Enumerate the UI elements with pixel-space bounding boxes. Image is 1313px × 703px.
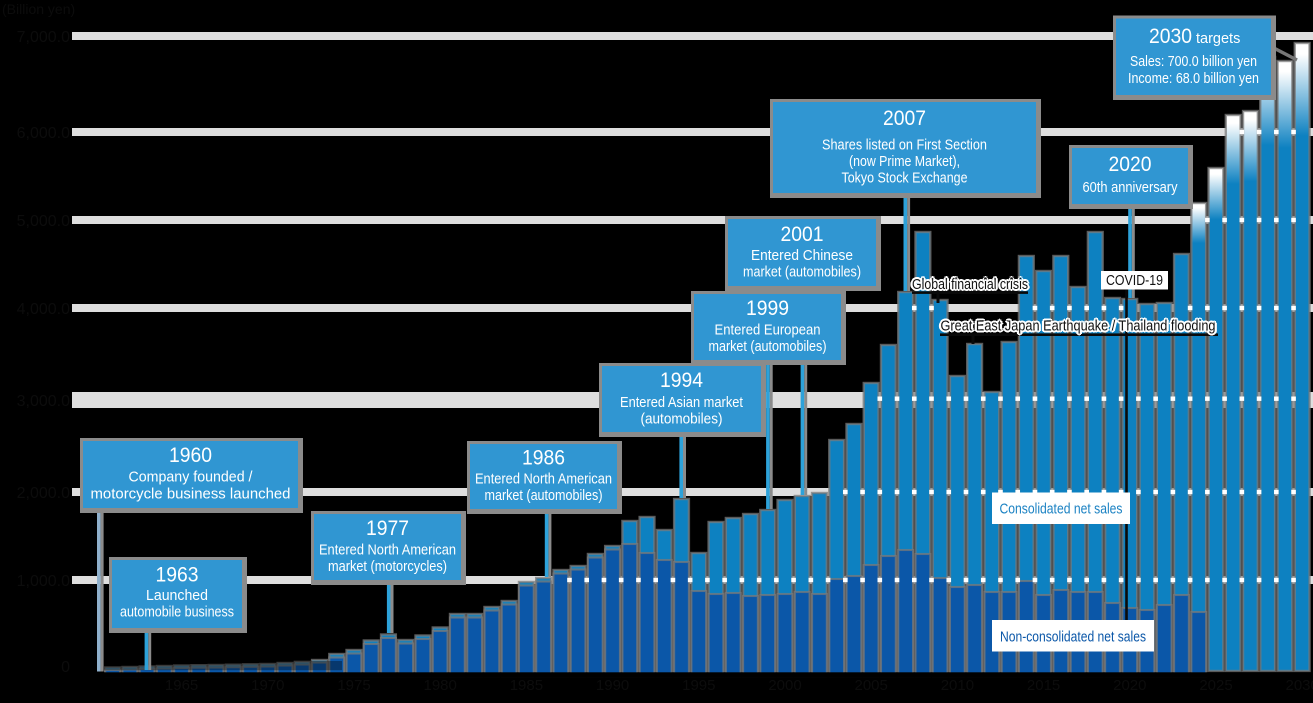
svg-text:Global financial crisis: Global financial crisis (911, 278, 1027, 294)
svg-text:1970: 1970 (251, 677, 284, 694)
svg-text:2025: 2025 (1199, 677, 1232, 694)
svg-text:Global financial crisis: Global financial crisis (914, 278, 1030, 294)
svg-text:Great East Japan Earthquake /: Great East Japan Earthquake / Thailand f… (941, 319, 1216, 335)
svg-text:Sales: 700.0 billion yen: Sales: 700.0 billion yen (1130, 54, 1257, 70)
svg-text:Income: 68.0 billion yen: Income: 68.0 billion yen (1128, 71, 1259, 87)
svg-text:market (automobiles): market (automobiles) (743, 265, 861, 281)
svg-text:Great East Japan Earthquake /: Great East Japan Earthquake / Thailand f… (942, 317, 1217, 333)
svg-text:1965: 1965 (165, 677, 198, 694)
svg-text:2007: 2007 (883, 107, 926, 130)
svg-text:Global financial crisis: Global financial crisis (912, 275, 1028, 291)
svg-text:market (motorcycles): market (motorcycles) (328, 559, 447, 575)
svg-text:Launched: Launched (146, 588, 208, 604)
svg-text:Tokyo Stock Exchange: Tokyo Stock Exchange (842, 171, 968, 187)
svg-text:market (automobiles): market (automobiles) (709, 339, 827, 355)
svg-text:Great East Japan Earthquake /: Great East Japan Earthquake / Thailand f… (941, 321, 1216, 337)
svg-text:1995: 1995 (682, 677, 715, 694)
svg-text:1999: 1999 (746, 297, 789, 320)
svg-text:1,000.0: 1,000.0 (17, 573, 70, 590)
svg-text:1986: 1986 (522, 447, 565, 470)
svg-text:Great East Japan Earthquake /: Great East Japan Earthquake / Thailand f… (939, 317, 1214, 333)
svg-text:Global financial crisis: Global financial crisis (912, 279, 1028, 295)
svg-text:Global financial crisis: Global financial crisis (912, 275, 1028, 291)
svg-text:COVID-19: COVID-19 (1106, 273, 1163, 289)
svg-text:7,000.0: 7,000.0 (17, 29, 70, 46)
svg-text:1975: 1975 (337, 677, 370, 694)
svg-text:Global financial crisis: Global financial crisis (910, 278, 1026, 294)
svg-text:1990: 1990 (596, 677, 629, 694)
svg-text:60th anniversary: 60th anniversary (1083, 180, 1179, 196)
svg-text:0: 0 (61, 659, 70, 676)
svg-text:Global financial crisis: Global financial crisis (911, 276, 1027, 292)
svg-text:Global financial crisis: Global financial crisis (913, 276, 1029, 292)
svg-text:2000: 2000 (768, 677, 801, 694)
svg-text:2001: 2001 (781, 223, 824, 246)
svg-text:2005: 2005 (855, 677, 888, 694)
svg-text:Global financial crisis: Global financial crisis (910, 277, 1026, 293)
svg-text:Global financial crisis: Global financial crisis (912, 277, 1028, 293)
svg-text:Great East Japan Earthquake /: Great East Japan Earthquake / Thailand f… (938, 319, 1213, 335)
svg-text:1994: 1994 (660, 369, 703, 392)
svg-text:1977: 1977 (366, 517, 409, 540)
svg-text:Global financial crisis: Global financial crisis (913, 278, 1029, 294)
svg-text:automobile business: automobile business (120, 605, 234, 621)
svg-text:1963: 1963 (156, 564, 199, 587)
svg-text:(now Prime Market),: (now Prime Market), (849, 154, 960, 170)
svg-text:Shares listed on First Section: Shares listed on First Section (822, 138, 987, 154)
svg-text:Great East Japan Earthquake /: Great East Japan Earthquake / Thailand f… (941, 320, 1216, 336)
svg-text:2010: 2010 (941, 677, 974, 694)
svg-text:4,000.0: 4,000.0 (17, 301, 70, 318)
svg-text:Entered Asian market: Entered Asian market (620, 395, 743, 411)
svg-text:1980: 1980 (424, 677, 457, 694)
svg-text:Company founded /: Company founded / (129, 470, 253, 486)
svg-text:Great East Japan Earthquake /: Great East Japan Earthquake / Thailand f… (941, 316, 1216, 332)
svg-text:2,000.0: 2,000.0 (17, 485, 70, 502)
svg-text:Global financial crisis: Global financial crisis (914, 277, 1030, 293)
svg-text:3,000.0: 3,000.0 (17, 393, 70, 410)
svg-text:Great East Japan Earthquake /: Great East Japan Earthquake / Thailand f… (943, 319, 1218, 335)
svg-text:Great East Japan Earthquake /: Great East Japan Earthquake / Thailand f… (941, 317, 1216, 333)
svg-text:(automobiles): (automobiles) (641, 412, 723, 428)
svg-text:Entered North American: Entered North American (319, 543, 456, 559)
svg-text:2030: 2030 (1286, 677, 1313, 694)
svg-text:6,000.0: 6,000.0 (17, 125, 70, 142)
svg-text:2020: 2020 (1109, 153, 1152, 176)
svg-text:Entered North American: Entered North American (475, 472, 612, 488)
svg-text:Great East Japan Earthquake /: Great East Japan Earthquake / Thailand f… (939, 320, 1214, 336)
svg-text:1960: 1960 (169, 444, 212, 467)
svg-text:1985: 1985 (510, 677, 543, 694)
svg-text:Great East Japan Earthquake /: Great East Japan Earthquake / Thailand f… (942, 320, 1217, 336)
svg-text:Non-consolidated net sales: Non-consolidated net sales (1000, 630, 1146, 646)
svg-text:(Billion yen): (Billion yen) (2, 1, 75, 17)
svg-text:Great East Japan Earthquake /: Great East Japan Earthquake / Thailand f… (942, 319, 1217, 335)
svg-text:Entered European: Entered European (715, 323, 821, 339)
svg-text:Consolidated net sales: Consolidated net sales (1000, 502, 1123, 518)
svg-text:Entered Chinese: Entered Chinese (751, 248, 853, 264)
svg-text:5,000.0: 5,000.0 (17, 213, 70, 230)
svg-text:market (automobiles): market (automobiles) (485, 488, 603, 504)
svg-text:2015: 2015 (1027, 677, 1060, 694)
svg-text:Great East Japan Earthquake /: Great East Japan Earthquake / Thailand f… (939, 319, 1214, 335)
svg-text:2020: 2020 (1113, 677, 1146, 694)
svg-text:motorcycle business launched: motorcycle business launched (91, 487, 291, 503)
svg-text:Global financial crisis: Global financial crisis (912, 279, 1028, 295)
